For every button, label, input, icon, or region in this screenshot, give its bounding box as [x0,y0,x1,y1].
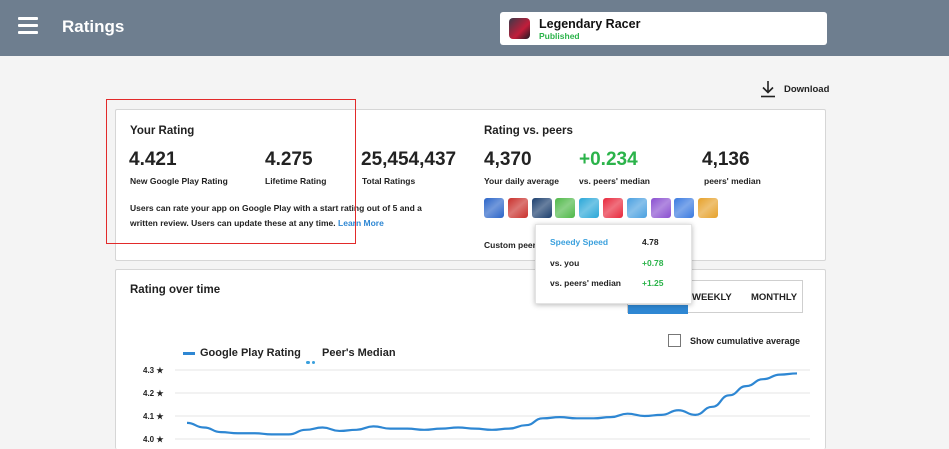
peer-app-9-icon[interactable] [674,198,695,218]
legend-label-peers: Peer's Median [322,347,396,359]
tooltip-app-name: Speedy Speed [550,237,609,247]
tooltip-app-value: 4.78 [642,237,659,247]
new-rating-label: New Google Play Rating [130,176,228,186]
peers-median-value: 4,136 [702,149,750,170]
ratings-summary-card [115,109,826,261]
tooltip-vs-you-label: vs. you [550,258,580,268]
legend-swatch-peers [306,351,318,364]
tooltip-vs-median-label: vs. peers' median [550,278,622,288]
toggle-weekly[interactable]: WEEKLY [692,292,732,303]
app-status: Published [539,31,580,41]
peer-app-7-icon[interactable] [626,198,647,218]
lifetime-rating-label: Lifetime Rating [265,176,327,186]
tooltip-vs-you-value: +0.78 [642,258,664,268]
rating-description-text: Users can rate your app on Google Play w… [130,203,422,228]
download-label: Download [784,84,830,95]
toggle-monthly[interactable]: MONTHLY [751,292,798,303]
checkbox-icon [668,334,681,347]
custom-peer-label: Custom peer [484,240,536,250]
legend-swatch-google-play [183,352,195,355]
peer-tooltip: Speedy Speed 4.78 vs. you +0.78 vs. peer… [535,224,692,304]
total-ratings-label: Total Ratings [362,176,416,186]
app-selector[interactable]: Legendary Racer Published [500,12,827,45]
peer-app-2-icon[interactable] [507,198,528,218]
peer-app-8-icon[interactable] [650,198,671,218]
peer-app-10-icon[interactable] [698,198,719,218]
peer-app-4-icon[interactable] [555,198,576,218]
top-app-bar: Ratings Legendary Racer Published [0,0,949,56]
download-icon [761,81,775,98]
lifetime-rating-value: 4.275 [265,149,313,170]
peer-app-5-icon[interactable] [579,198,600,218]
peers-title: Rating vs. peers [484,125,573,137]
peer-app-3-icon[interactable] [531,198,552,218]
peer-app-6-icon[interactable] [603,198,623,218]
toggle-daily[interactable] [628,305,688,314]
peers-median-label: peers' median [704,176,761,186]
peer-app-1-icon[interactable] [484,198,504,218]
total-ratings-value: 25,454,437 [361,149,457,170]
daily-average-label: Your daily average [484,176,559,186]
daily-average-value: 4,370 [484,149,532,170]
vs-median-label: vs. peers' median [579,176,651,186]
page-title: Ratings [62,17,125,36]
cumulative-average-label: Show cumulative average [690,336,801,346]
rating-over-time-title: Rating over time [130,284,221,296]
app-name: Legendary Racer [539,17,641,31]
your-rating-title: Your Rating [130,125,195,137]
menu-icon[interactable] [18,17,38,37]
tooltip-vs-median-value: +1.25 [642,278,664,288]
legend-label-google-play: Google Play Rating [200,347,301,359]
vs-median-value: +0.234 [579,149,638,170]
learn-more-link[interactable]: Learn More [338,218,384,228]
rating-description: Users can rate your app on Google Play w… [130,201,430,231]
app-icon [509,18,530,39]
new-rating-value: 4.421 [129,149,177,170]
